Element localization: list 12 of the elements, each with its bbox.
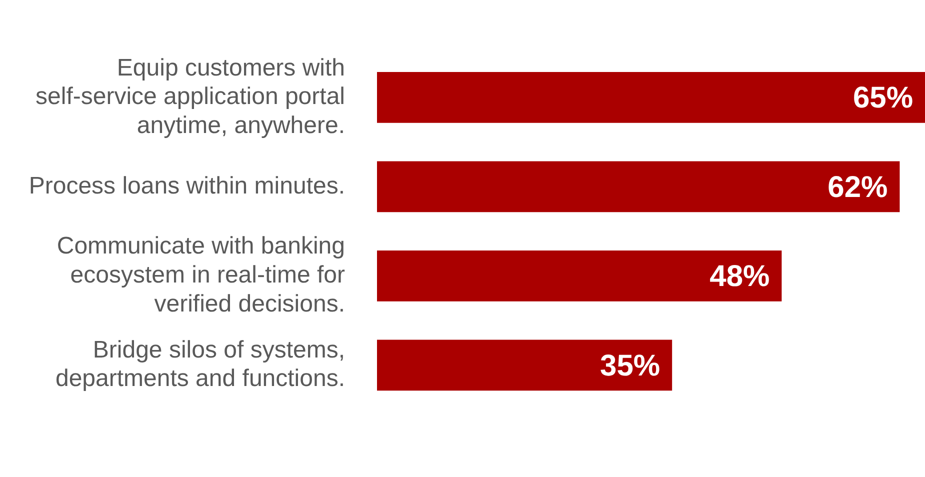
data-label: 35% [600, 349, 660, 382]
data-label: 65% [852, 82, 913, 115]
bar [377, 72, 925, 123]
data-label: 48% [710, 260, 770, 294]
data-label: 62% [828, 170, 888, 204]
bar [377, 340, 672, 391]
y-tick-label: Bridge silos of systems, departments and functions. [55, 336, 345, 392]
y-tick-label: Equip customers with self-service application portal anytime, anywhere. [36, 54, 345, 139]
bar [377, 250, 782, 302]
bar [377, 161, 900, 212]
y-tick-label: Process loans within minutes. [28, 172, 345, 200]
y-tick-label: Communicate with banking ecosystem in real-time for verified decisions. [56, 232, 346, 318]
